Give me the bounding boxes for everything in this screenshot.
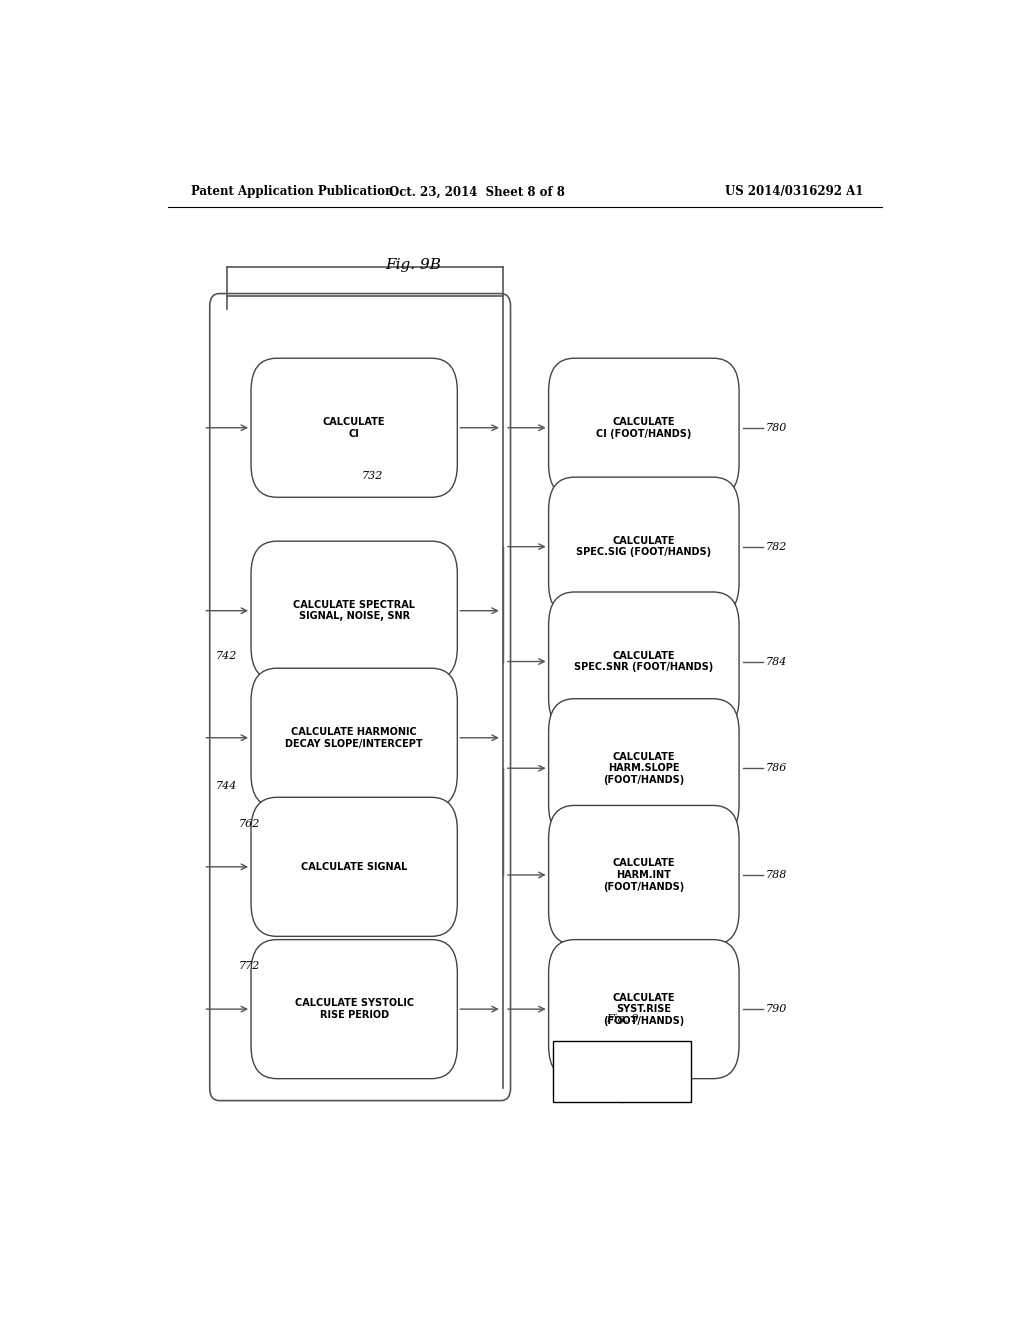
FancyBboxPatch shape	[553, 1040, 691, 1102]
Text: Patent Application Publication: Patent Application Publication	[191, 185, 394, 198]
Text: CALCULATE
HARM.INT
(FOOT/HANDS): CALCULATE HARM.INT (FOOT/HANDS)	[603, 858, 684, 891]
Text: 790: 790	[765, 1005, 786, 1014]
Text: Fig. 9: Fig. 9	[606, 1014, 638, 1024]
FancyBboxPatch shape	[549, 940, 739, 1078]
Text: Fig. 9A: Fig. 9A	[568, 1067, 606, 1076]
Text: 762: 762	[240, 820, 260, 829]
Text: CALCULATE
SPEC.SNR (FOOT/HANDS): CALCULATE SPEC.SNR (FOOT/HANDS)	[574, 651, 714, 672]
Text: CALCULATE SIGNAL: CALCULATE SIGNAL	[301, 862, 408, 871]
Text: CALCULATE SPECTRAL
SIGNAL, NOISE, SNR: CALCULATE SPECTRAL SIGNAL, NOISE, SNR	[293, 599, 415, 622]
Text: 784: 784	[765, 656, 786, 667]
FancyBboxPatch shape	[549, 591, 739, 731]
Text: 780: 780	[765, 422, 786, 433]
Text: 772: 772	[240, 961, 260, 972]
Text: 742: 742	[215, 652, 237, 661]
FancyBboxPatch shape	[210, 293, 511, 1101]
FancyBboxPatch shape	[251, 940, 458, 1078]
Text: 786: 786	[765, 763, 786, 774]
Text: US 2014/0316292 A1: US 2014/0316292 A1	[725, 185, 864, 198]
FancyBboxPatch shape	[251, 358, 458, 498]
FancyBboxPatch shape	[549, 805, 739, 945]
Text: CALCULATE
CI (FOOT/HANDS): CALCULATE CI (FOOT/HANDS)	[596, 417, 691, 438]
Text: CALCULATE
CI: CALCULATE CI	[323, 417, 385, 438]
Text: CALCULATE SYSTOLIC
RISE PERIOD: CALCULATE SYSTOLIC RISE PERIOD	[295, 998, 414, 1020]
Text: CALCULATE
SYST.RISE
(FOOT/HANDS): CALCULATE SYST.RISE (FOOT/HANDS)	[603, 993, 684, 1026]
Text: Oct. 23, 2014  Sheet 8 of 8: Oct. 23, 2014 Sheet 8 of 8	[389, 185, 565, 198]
Text: 732: 732	[362, 470, 383, 480]
Text: CALCULATE
HARM.SLOPE
(FOOT/HANDS): CALCULATE HARM.SLOPE (FOOT/HANDS)	[603, 751, 684, 785]
FancyBboxPatch shape	[251, 668, 458, 808]
Text: CALCULATE
SPEC.SIG (FOOT/HANDS): CALCULATE SPEC.SIG (FOOT/HANDS)	[577, 536, 712, 557]
FancyBboxPatch shape	[549, 477, 739, 616]
Text: 744: 744	[215, 780, 237, 791]
FancyBboxPatch shape	[549, 358, 739, 498]
Text: Fig. 9B: Fig. 9B	[386, 259, 441, 272]
Text: Fig. 9B: Fig. 9B	[638, 1067, 676, 1076]
FancyBboxPatch shape	[251, 541, 458, 680]
FancyBboxPatch shape	[549, 698, 739, 838]
Text: CALCULATE HARMONIC
DECAY SLOPE/INTERCEPT: CALCULATE HARMONIC DECAY SLOPE/INTERCEPT	[286, 727, 423, 748]
Text: 788: 788	[765, 870, 786, 880]
Text: 782: 782	[765, 541, 786, 552]
FancyBboxPatch shape	[251, 797, 458, 936]
